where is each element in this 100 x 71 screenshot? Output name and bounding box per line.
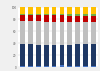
- Bar: [60, 65, 64, 67]
- Bar: [91, 7, 96, 14]
- Bar: [67, 66, 72, 67]
- Bar: [67, 16, 72, 22]
- Bar: [20, 14, 25, 15]
- Bar: [28, 44, 33, 66]
- Bar: [36, 14, 41, 15]
- Bar: [52, 45, 56, 66]
- Bar: [20, 44, 25, 66]
- Bar: [52, 22, 56, 45]
- Bar: [60, 7, 64, 14]
- Bar: [60, 15, 64, 22]
- Bar: [28, 15, 33, 21]
- Bar: [36, 45, 41, 66]
- Bar: [52, 7, 56, 14]
- Bar: [28, 14, 33, 15]
- Bar: [44, 7, 49, 14]
- Bar: [83, 44, 88, 66]
- Bar: [52, 66, 56, 67]
- Bar: [75, 7, 80, 14]
- Bar: [52, 14, 56, 15]
- Bar: [91, 22, 96, 44]
- Bar: [91, 66, 96, 67]
- Bar: [44, 22, 49, 45]
- Bar: [20, 7, 25, 14]
- Bar: [36, 66, 41, 67]
- Bar: [20, 15, 25, 21]
- Bar: [83, 7, 88, 14]
- Bar: [75, 66, 80, 67]
- Bar: [60, 45, 64, 65]
- Bar: [83, 66, 88, 67]
- Bar: [60, 14, 64, 15]
- Bar: [83, 22, 88, 44]
- Bar: [52, 15, 56, 22]
- Bar: [44, 66, 49, 67]
- Bar: [67, 45, 72, 66]
- Bar: [67, 22, 72, 45]
- Bar: [67, 7, 72, 14]
- Bar: [28, 7, 33, 14]
- Bar: [75, 16, 80, 22]
- Bar: [44, 15, 49, 22]
- Bar: [60, 22, 64, 45]
- Bar: [28, 66, 33, 67]
- Bar: [91, 16, 96, 22]
- Bar: [36, 7, 41, 14]
- Bar: [28, 21, 33, 44]
- Bar: [44, 14, 49, 15]
- Bar: [75, 22, 80, 44]
- Bar: [83, 14, 88, 16]
- Bar: [67, 14, 72, 16]
- Bar: [36, 21, 41, 45]
- Bar: [20, 66, 25, 67]
- Bar: [44, 45, 49, 66]
- Bar: [36, 15, 41, 21]
- Bar: [91, 14, 96, 16]
- Bar: [83, 16, 88, 22]
- Bar: [75, 44, 80, 66]
- Bar: [20, 21, 25, 44]
- Bar: [75, 14, 80, 16]
- Bar: [91, 44, 96, 66]
